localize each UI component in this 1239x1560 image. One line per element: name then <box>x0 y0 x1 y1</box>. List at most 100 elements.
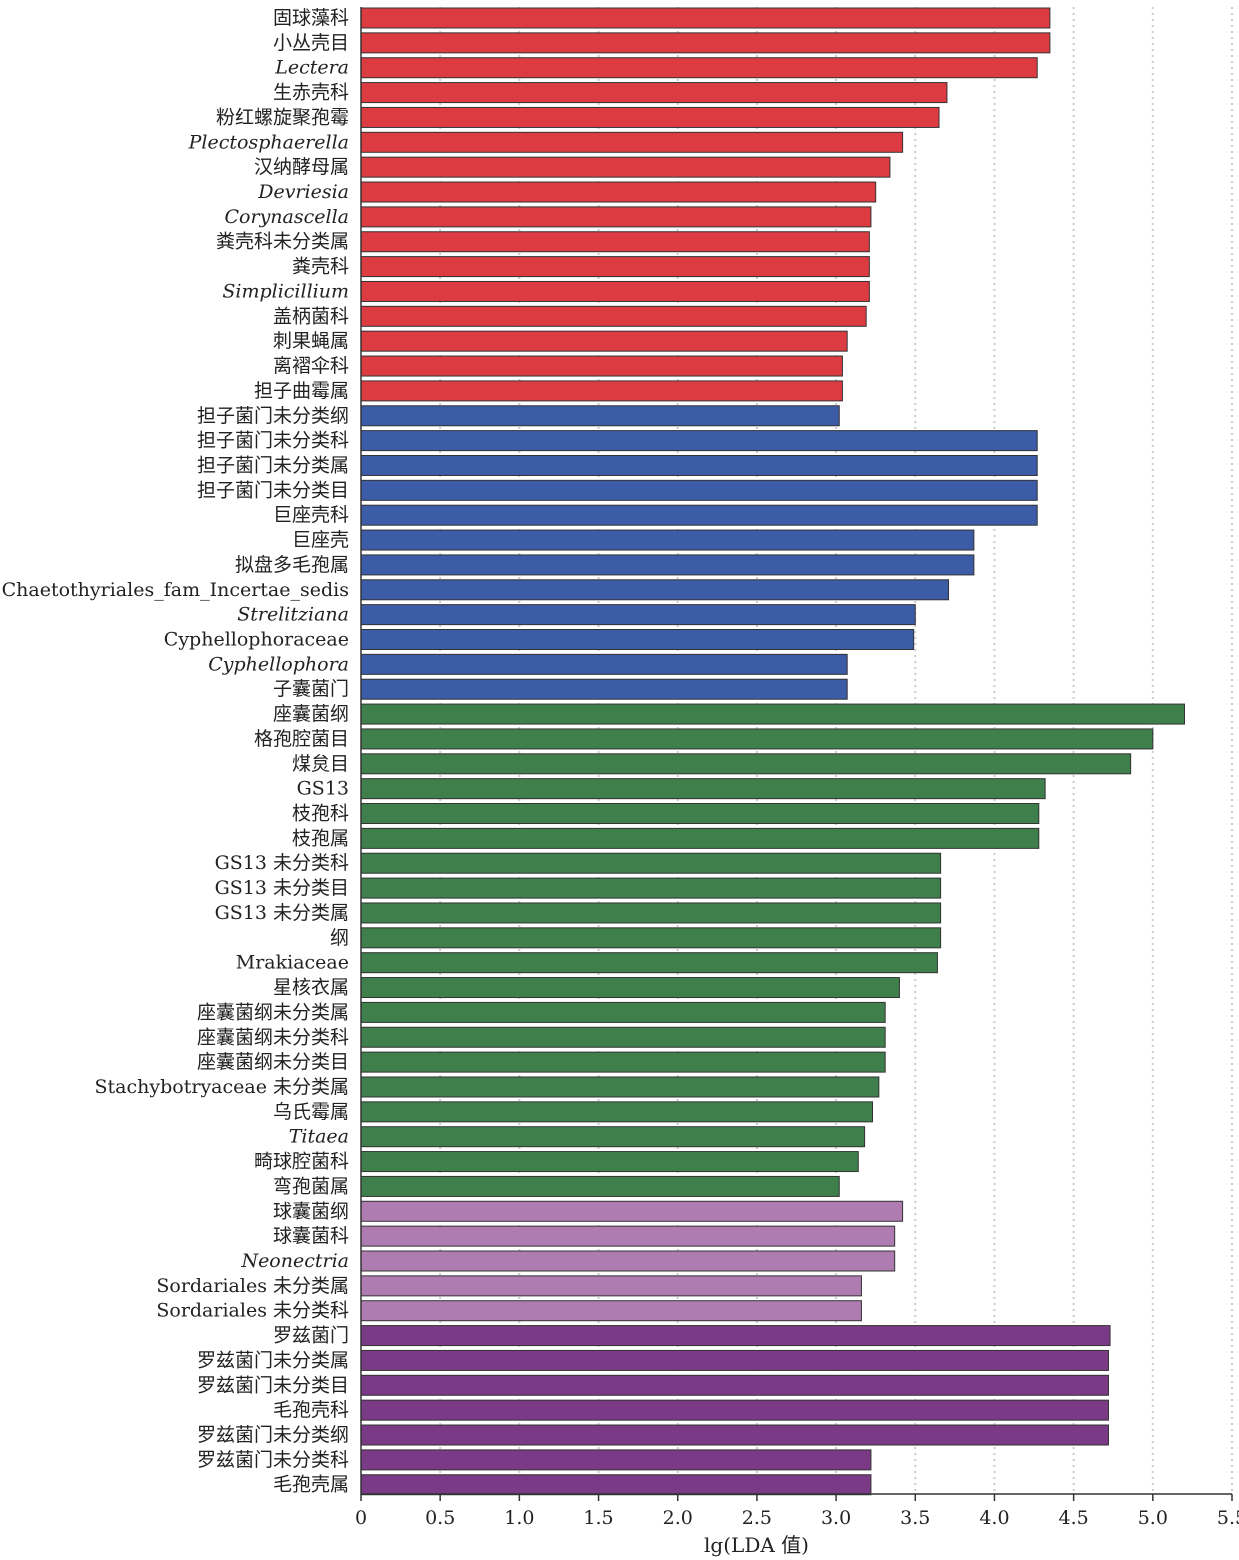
bar <box>360 454 1038 476</box>
category-label: 粉红螺旋聚孢霉 <box>216 106 349 128</box>
category-label: 罗兹菌门未分类科 <box>197 1449 349 1471</box>
bar <box>360 1200 904 1222</box>
bar <box>360 106 940 128</box>
bar <box>360 629 915 650</box>
category-label: GS13 未分类属 <box>215 902 349 924</box>
bar <box>360 579 950 601</box>
category-label: 担子曲霉属 <box>254 380 349 402</box>
x-tick-label: 5.0 <box>1138 1507 1168 1529</box>
bar <box>360 852 942 874</box>
bar <box>360 952 938 974</box>
bar <box>360 479 1038 501</box>
bar <box>360 703 1185 725</box>
category-label: Chaetothyriales_fam_Incertae_sedis <box>2 579 349 601</box>
bar <box>360 504 1038 526</box>
category-label: Titaea <box>289 1126 349 1148</box>
x-tick-label: 3.0 <box>821 1507 851 1529</box>
category-label: Sordariales 未分类属 <box>156 1275 349 1297</box>
bar <box>360 1300 862 1322</box>
bar <box>360 280 870 302</box>
bar <box>360 1101 874 1123</box>
bar <box>360 554 975 576</box>
x-tick-label: 0.5 <box>425 1507 455 1529</box>
x-tick-label: 4.0 <box>979 1507 1009 1529</box>
bar <box>360 156 891 178</box>
bar <box>360 1126 866 1148</box>
category-label: Corynascella <box>225 206 349 228</box>
bar <box>360 1076 880 1098</box>
bars <box>360 7 1185 1496</box>
category-label: Neonectria <box>240 1250 349 1272</box>
bar <box>360 753 1132 775</box>
category-label: 罗兹菌门未分类纲 <box>197 1424 349 1446</box>
bar <box>360 355 843 377</box>
category-label: 生赤壳科 <box>273 82 349 104</box>
category-label: 担子菌门未分类科 <box>197 430 349 452</box>
category-label: GS13 未分类科 <box>215 852 349 874</box>
x-tick-label: 1.5 <box>583 1507 613 1529</box>
bar <box>360 803 1040 825</box>
category-label: 担子菌门未分类属 <box>197 454 349 476</box>
x-tick-label: 0 <box>355 1507 367 1529</box>
x-tick-label: 1.0 <box>504 1507 534 1529</box>
category-label: 固球藻科 <box>273 7 349 29</box>
category-label: 球囊菌科 <box>273 1225 349 1247</box>
category-label: 粪壳科未分类属 <box>216 231 349 253</box>
category-label: Sordariales 未分类科 <box>156 1300 349 1322</box>
category-label: 拟盘多毛孢属 <box>235 554 349 576</box>
category-label: 枝孢属 <box>292 827 349 849</box>
x-tick-label: 2.5 <box>742 1507 772 1529</box>
category-label: 格孢腔菌目 <box>254 728 349 750</box>
x-axis-title: lg(LDA 值) <box>704 1533 809 1557</box>
category-label: 弯孢菌属 <box>273 1175 349 1197</box>
category-label: Plectosphaerella <box>188 131 349 153</box>
category-label: 煤炱目 <box>292 753 349 775</box>
bar <box>360 7 1051 29</box>
category-label: 盖柄菌科 <box>273 305 349 327</box>
bar <box>360 82 948 104</box>
category-label: 小丛壳目 <box>273 32 349 54</box>
bar <box>360 1424 1109 1446</box>
bar <box>360 1399 1109 1421</box>
category-label: 毛孢壳科 <box>273 1399 349 1421</box>
category-label: Cyphellophora <box>208 653 349 675</box>
category-label: 座囊菌纲未分类科 <box>197 1026 349 1048</box>
bar <box>360 1325 1111 1347</box>
category-label: 巨座壳科 <box>273 504 349 526</box>
bar <box>360 305 867 327</box>
grid-lines <box>439 7 1233 1494</box>
category-label: Mrakiaceae <box>236 952 349 974</box>
bar <box>360 653 848 675</box>
category-label: 罗兹菌门未分类目 <box>197 1374 349 1396</box>
category-label: 座囊菌纲 <box>273 703 349 725</box>
category-label: Lectera <box>274 57 349 79</box>
bar <box>360 1250 896 1272</box>
category-label: Strelitziana <box>237 604 349 626</box>
bar <box>360 977 900 999</box>
category-label: 离褶伞科 <box>273 355 349 377</box>
bar <box>360 827 1040 849</box>
bar <box>360 231 870 253</box>
x-tick-label: 3.5 <box>900 1507 930 1529</box>
category-label: Cyphellophoraceae <box>164 629 349 651</box>
bar <box>360 604 916 626</box>
category-label: 罗兹菌门 <box>273 1325 349 1347</box>
category-label: 巨座壳 <box>292 529 349 551</box>
x-axis-ticks: 0 0.5 1.0 1.5 2.0 2.5 3.0 3.5 4.0 4.5 5.0 5.5 <box>355 1494 1239 1529</box>
bar <box>360 206 872 228</box>
x-tick-label: 5.5 <box>1217 1507 1239 1529</box>
category-label: 纲 <box>330 927 349 949</box>
bar <box>360 1474 872 1496</box>
bar <box>360 877 942 899</box>
bar <box>360 529 975 551</box>
category-label: 畸球腔菌科 <box>254 1151 349 1173</box>
bar <box>360 405 840 427</box>
x-tick-label: 2.0 <box>663 1507 693 1529</box>
bar <box>360 430 1038 452</box>
category-label: 刺果蝇属 <box>273 330 349 352</box>
bar <box>360 181 877 203</box>
bar <box>360 1026 886 1048</box>
category-label: 粪壳科 <box>292 256 349 278</box>
bar <box>360 1275 862 1297</box>
